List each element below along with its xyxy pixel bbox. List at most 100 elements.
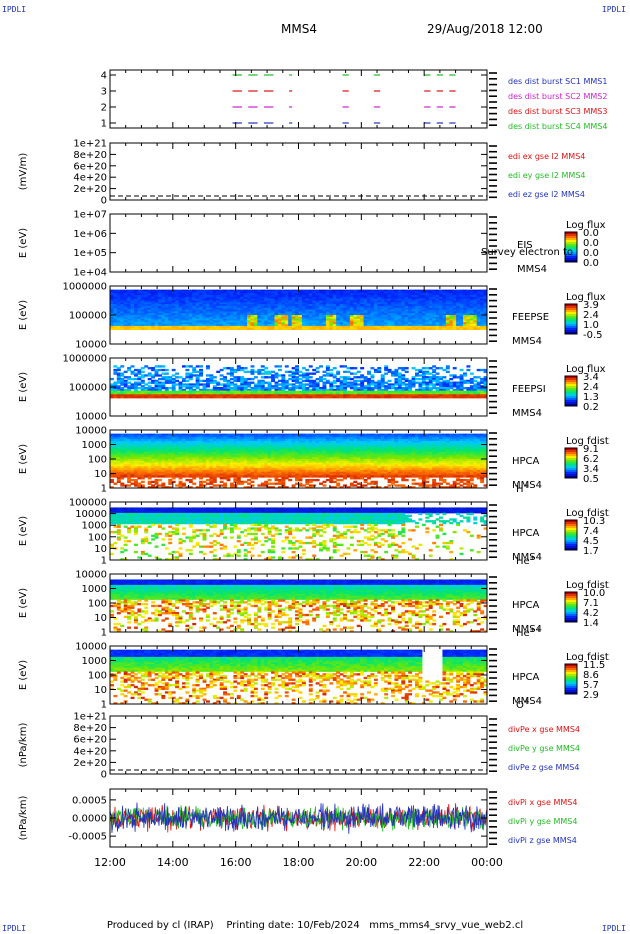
spectrogram-cell — [380, 374, 385, 377]
spectrogram-cell — [123, 307, 128, 311]
spectrogram-cell — [319, 394, 323, 397]
spectrogram-cell — [164, 305, 169, 309]
spectrogram-cell — [308, 296, 313, 300]
spectrogram-cell — [267, 325, 272, 329]
spectrogram-cell — [367, 302, 371, 305]
spectrogram-cell — [185, 486, 190, 489]
spectrogram-cell — [120, 291, 125, 294]
spectrogram-cell — [260, 392, 265, 395]
spectrogram-cell — [253, 370, 258, 373]
spectrogram-cell — [394, 325, 399, 329]
spectrogram-cell — [415, 368, 419, 372]
spectrogram-cell — [271, 296, 276, 300]
spectrogram-cell — [353, 325, 358, 329]
spectrogram-cell — [181, 318, 186, 321]
spectrogram-cell — [151, 449, 156, 453]
spectrogram-cell — [243, 311, 248, 314]
spectrogram-cell — [140, 449, 145, 453]
spectrogram-cell — [267, 370, 272, 373]
spectrogram-cell — [421, 394, 426, 397]
spectrogram-cell — [212, 315, 217, 318]
spectrogram-cell — [202, 440, 207, 444]
spectrogram-cell — [202, 307, 207, 311]
spectrogram-cell — [380, 390, 385, 393]
spectrogram-cell — [445, 311, 450, 314]
spectrogram-cell — [199, 291, 204, 294]
spectrogram-cell — [435, 383, 440, 386]
spectrogram-cell — [147, 448, 152, 451]
spectrogram-cell — [329, 388, 334, 392]
spectrogram-cell — [185, 446, 190, 449]
spectrogram-cell — [113, 320, 118, 323]
spectrogram-cell — [349, 377, 354, 381]
spectrogram-cell — [116, 392, 121, 395]
spectrogram-cell — [288, 327, 293, 330]
spectrogram-cell — [469, 305, 474, 309]
spectrogram-cell — [442, 327, 447, 330]
spectrogram-cell — [161, 444, 166, 447]
spectrogram-cell — [363, 387, 368, 390]
spectrogram-cell — [356, 387, 361, 390]
spectrogram-cell — [360, 394, 365, 397]
spectrogram-cell — [298, 377, 303, 381]
spectrogram-cell — [370, 390, 375, 393]
spectrogram-cell — [284, 316, 289, 320]
spectrogram-cell — [339, 315, 344, 318]
spectrogram-cell — [301, 376, 306, 379]
spectrogram-cell — [415, 313, 419, 316]
spectrogram-cell — [229, 316, 234, 320]
spectrogram-cell — [298, 381, 303, 384]
spectrogram-cell — [171, 374, 176, 377]
spectrogram-cell — [418, 316, 423, 320]
spectrogram-cell — [394, 298, 399, 301]
spectrogram-cell — [164, 451, 169, 455]
spectrogram-cell — [363, 377, 368, 381]
spectrogram-cell — [449, 320, 454, 323]
spectrogram-cell — [154, 318, 159, 321]
spectrogram-cell — [157, 396, 162, 399]
spectrogram-cell — [257, 289, 262, 292]
colorbar-step — [565, 254, 577, 257]
spectrogram-cell — [175, 468, 180, 471]
spectrogram-cell — [144, 307, 149, 311]
spectrogram-cell — [140, 388, 145, 392]
spectrogram-cell — [175, 298, 180, 301]
spectrogram-cell — [157, 444, 162, 447]
spectrogram-cell — [137, 464, 142, 467]
spectrogram-cell — [367, 377, 371, 381]
spectrogram-cell — [349, 313, 354, 316]
spectrogram-cell — [154, 300, 159, 303]
spectrogram-cell — [137, 311, 142, 314]
spectrogram-cell — [168, 324, 173, 327]
spectrogram-cell — [411, 311, 416, 314]
spectrogram-cell — [202, 475, 207, 478]
spectrogram-cell — [322, 377, 327, 381]
spectrogram-cell — [154, 455, 159, 458]
spectrogram-cell — [192, 322, 197, 325]
spectrogram-cell — [271, 387, 276, 390]
spectrogram-cell — [185, 296, 190, 300]
spectrogram-cell — [274, 325, 279, 329]
spectrogram-cell — [151, 379, 156, 383]
spectrogram-cell — [233, 379, 238, 383]
spectrogram-cell — [240, 392, 245, 395]
spectrogram-cell — [192, 305, 197, 309]
spectrogram-cell — [164, 486, 169, 489]
spectrogram-cell — [147, 390, 152, 393]
spectrogram-cell — [178, 482, 183, 485]
spectrogram-cell — [257, 325, 262, 329]
spectrogram-cell — [329, 385, 334, 388]
spectrogram-cell — [243, 325, 248, 329]
spectrogram-cell — [363, 289, 368, 292]
spectrogram-cell — [360, 322, 365, 325]
spectrogram-cell — [120, 455, 125, 458]
spectrogram-cell — [349, 304, 354, 307]
spectrogram-cell — [380, 377, 385, 381]
spectrogram-cell — [387, 309, 392, 312]
colorbar-frame — [564, 231, 578, 263]
spectrogram-cell — [123, 390, 128, 393]
spectrogram-cell — [202, 437, 207, 440]
spectrogram-cell — [264, 295, 269, 298]
spectrogram-cell — [120, 477, 125, 480]
spectrogram-cell — [178, 433, 183, 436]
